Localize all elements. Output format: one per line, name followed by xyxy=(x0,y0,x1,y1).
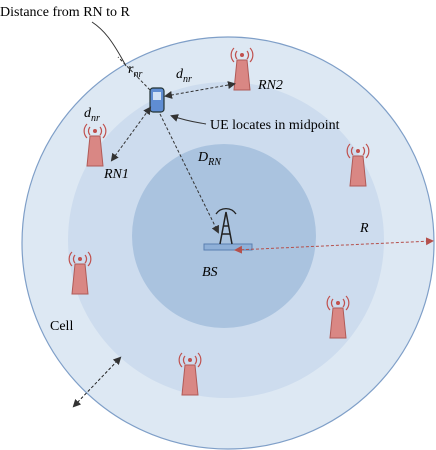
ue-label: UE locates in midpoint xyxy=(210,118,340,133)
callout xyxy=(170,114,207,125)
r-label: rnr xyxy=(128,62,142,80)
drn-arrow xyxy=(159,113,219,234)
rn2-label: RN2 xyxy=(257,78,283,93)
bs-label: BS xyxy=(202,265,218,280)
cell-label: Cell xyxy=(50,319,73,334)
title: Distance from RN to R xyxy=(0,5,131,20)
cell-inner xyxy=(132,144,316,328)
drn-label: DRN xyxy=(197,150,222,168)
d-label: dnr xyxy=(176,67,192,85)
r-line xyxy=(117,56,151,91)
callout xyxy=(91,21,127,67)
cell-arrow xyxy=(72,356,122,408)
r-radius-label: R xyxy=(359,221,369,236)
ue-phone xyxy=(149,87,165,113)
d-label: dnr xyxy=(84,106,100,124)
rn1-label: RN1 xyxy=(103,167,129,182)
d-arrow xyxy=(110,106,152,162)
d-arrow xyxy=(164,81,236,99)
radius-arrow xyxy=(234,237,434,254)
